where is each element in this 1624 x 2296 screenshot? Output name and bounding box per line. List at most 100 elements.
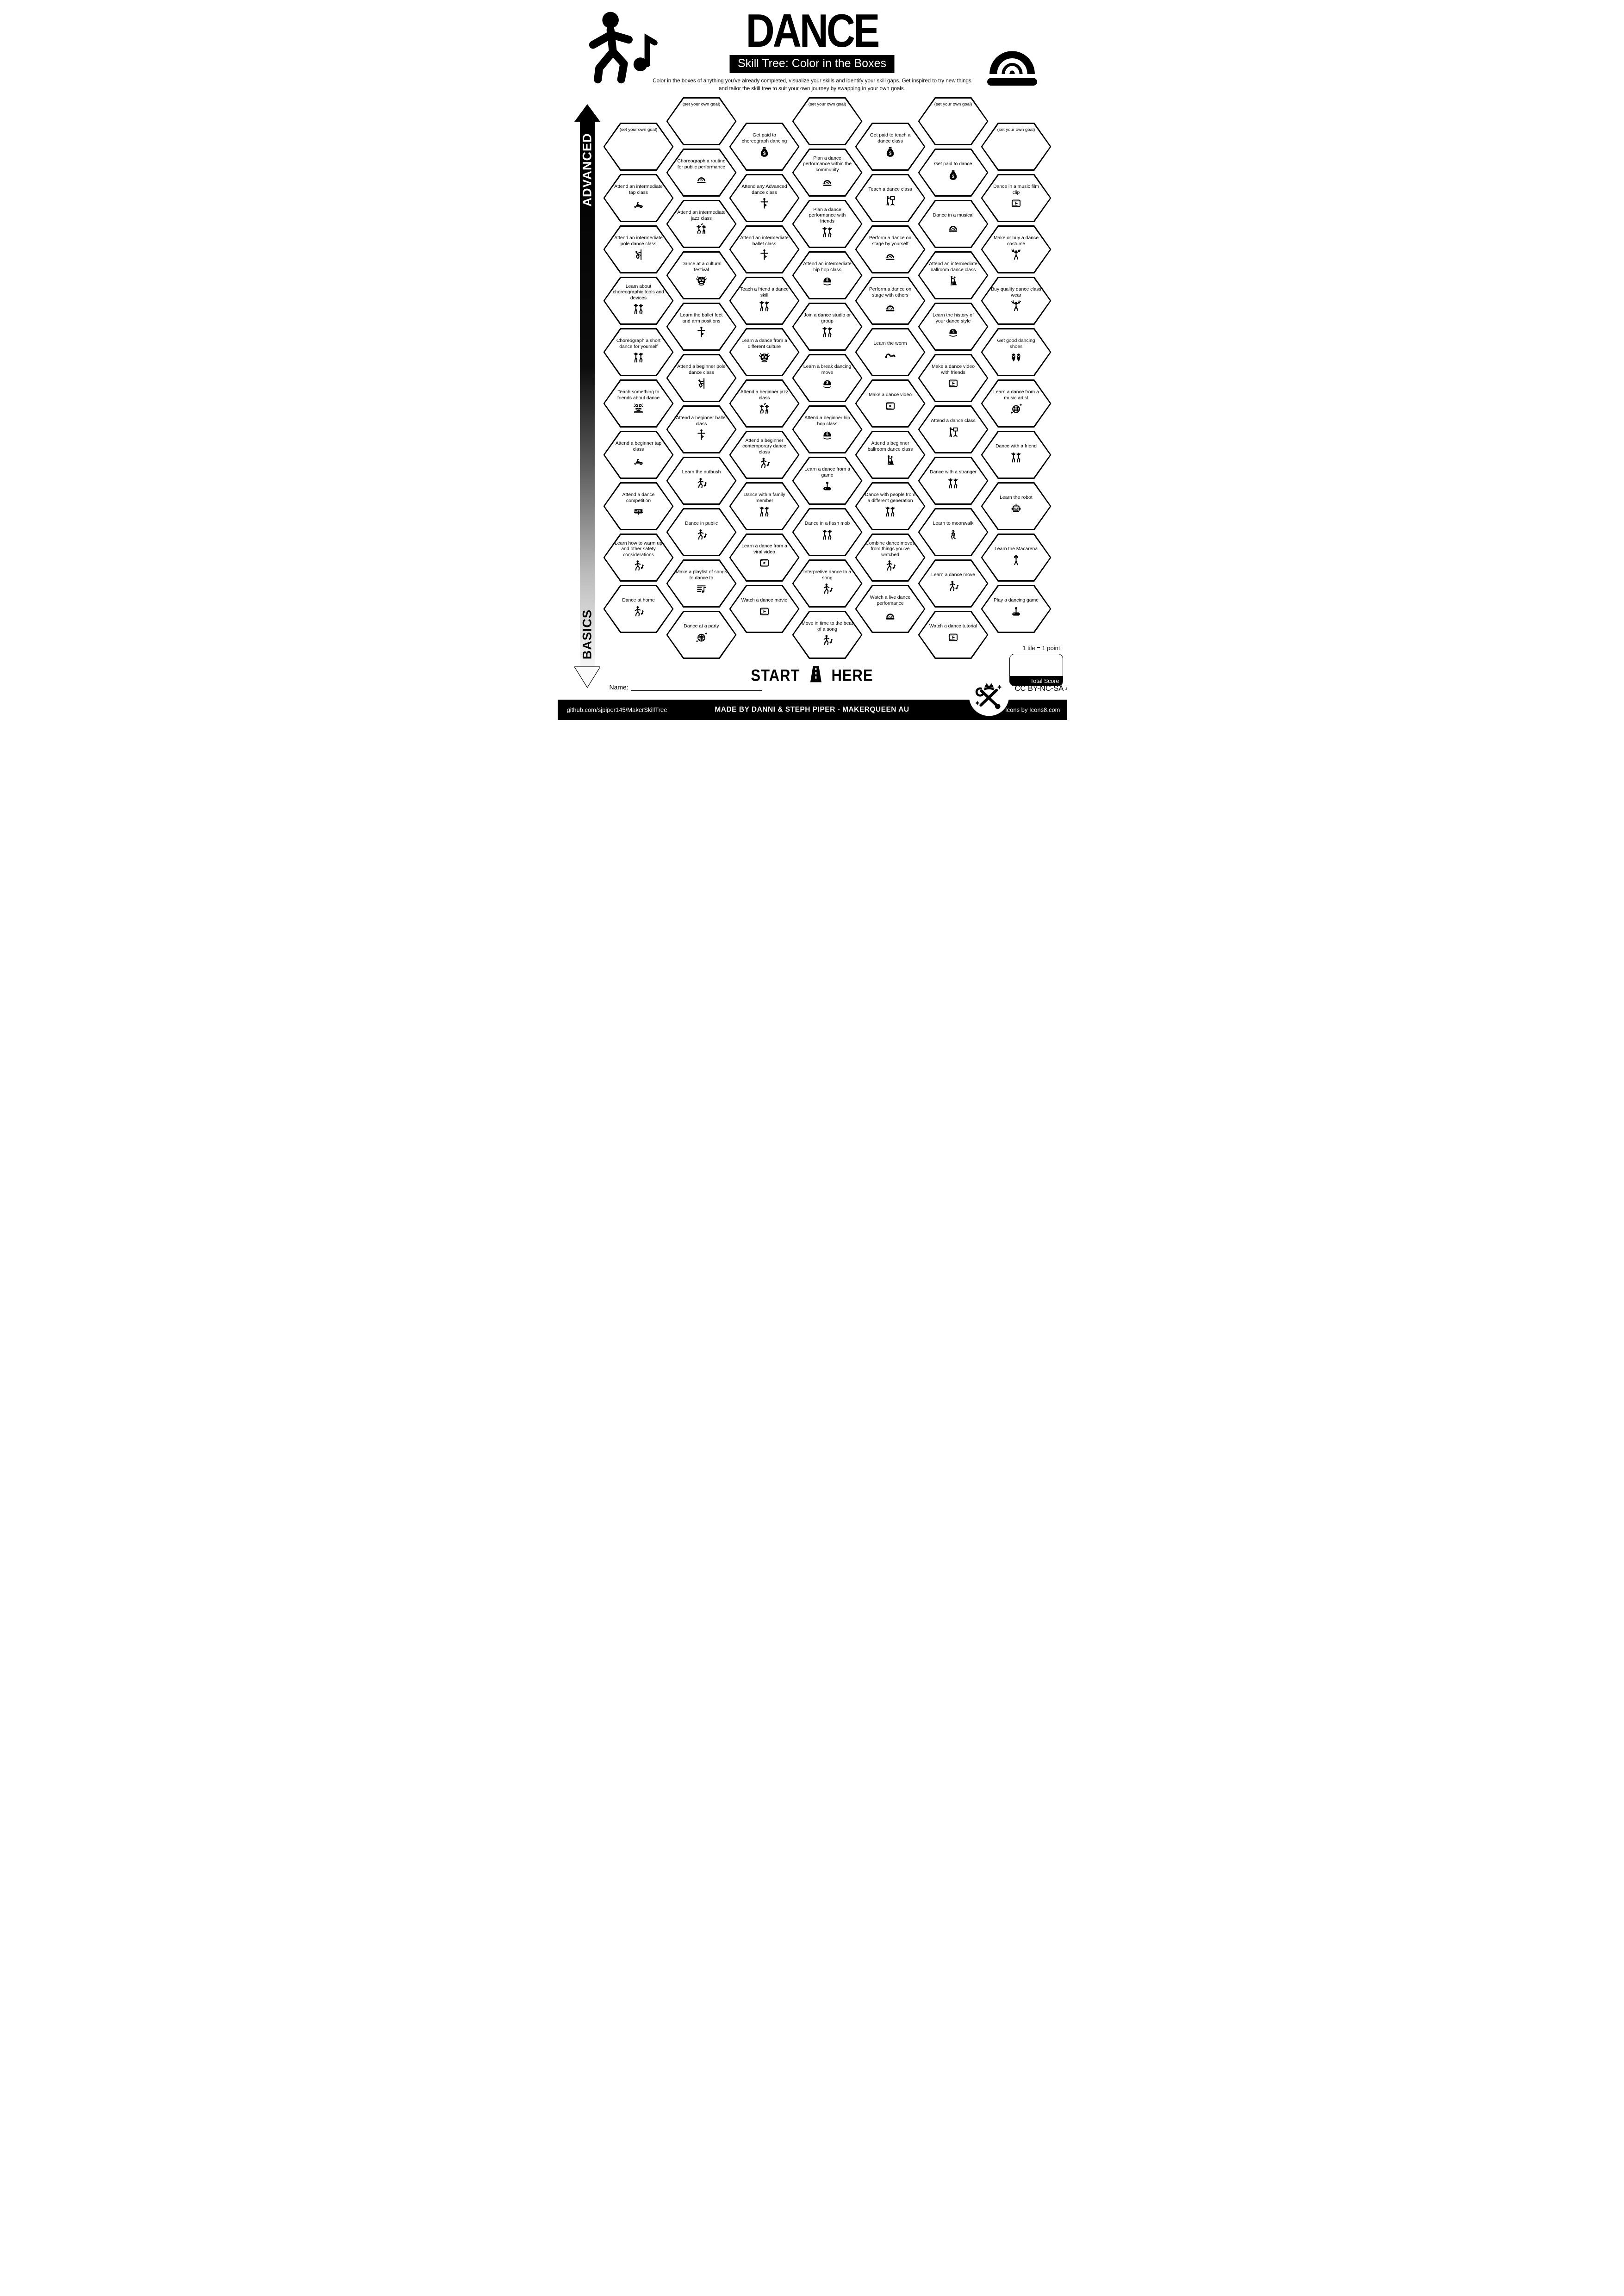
skill-tile[interactable]: Watch a live dance performance <box>855 585 926 633</box>
skill-tile[interactable]: Attend a beginner ballroom dance class <box>855 431 926 479</box>
skill-tile[interactable]: Attend a beginner hip hop class $ <box>792 405 863 453</box>
skill-tile[interactable]: Dance at home <box>603 585 674 633</box>
skill-tile[interactable]: Attend an intermediate tap class <box>603 174 674 222</box>
hex-content: Learn the history of your dance style $ <box>920 304 987 349</box>
skill-tile[interactable]: Learn a dance from a music artist <box>981 379 1052 428</box>
skill-tile[interactable]: Perform a dance on stage with others <box>855 277 926 325</box>
hex-fill <box>604 278 672 323</box>
goal-tile[interactable]: (set your own goal) <box>981 123 1052 171</box>
skill-tile[interactable]: Plan a dance performance within the comm… <box>792 149 863 197</box>
skill-tile[interactable]: Attend an intermediate ballet class <box>729 225 800 273</box>
skill-tile[interactable]: Dance at a party <box>666 611 737 659</box>
skill-tile[interactable]: Interpretive dance to a song <box>792 559 863 608</box>
skill-tile-label: Plan a dance performance with friends <box>809 207 846 224</box>
hex-content: Plan a dance performance with friends <box>794 201 861 247</box>
hex-content: Teach something to friends about dance <box>605 381 672 426</box>
goal-tile[interactable]: (set your own goal) <box>666 97 737 145</box>
skill-tile[interactable]: Get paid to teach a dance class $ <box>855 123 926 171</box>
skill-tile-label: (set your own goal) <box>808 102 846 107</box>
skill-tile[interactable]: Learn how to warm up and other safety co… <box>603 534 674 582</box>
total-score-box[interactable]: Total Score <box>1009 654 1063 686</box>
skill-tile[interactable]: Attend any Advanced dance class <box>729 174 800 222</box>
skill-tile[interactable]: Dance in a flash mob <box>792 508 863 556</box>
skill-tile[interactable]: Dance with a family member <box>729 482 800 530</box>
goal-tile[interactable]: (set your own goal) <box>792 97 863 145</box>
skill-tile[interactable]: Attend a beginner ballet class <box>666 405 737 453</box>
skill-tile[interactable]: Dance in a music film clip <box>981 174 1052 222</box>
skill-tile-label: Attend a beginner tap class <box>615 441 662 452</box>
skill-tile[interactable]: Buy quality dance class wear <box>981 277 1052 325</box>
skill-tile[interactable]: Learn a dance from a viral video <box>729 534 800 582</box>
skill-tile-label: Teach a friend a dance skill <box>740 287 789 298</box>
skill-tile[interactable]: Learn the ballet feet and arm positions <box>666 303 737 351</box>
skill-tile-label: Make a dance video with friends <box>932 364 975 375</box>
skill-tile[interactable]: Learn the robot <box>981 482 1052 530</box>
skill-tile[interactable]: Get paid to dance $ <box>918 149 989 197</box>
footer-repo-link[interactable]: github.com/sjpiper145/MakerSkillTree <box>566 706 667 714</box>
skill-tile[interactable]: Teach a dance class <box>855 174 926 222</box>
road-icon <box>806 664 825 687</box>
hex-content: Attend an intermediate pole dance class <box>605 227 672 272</box>
skill-tile[interactable]: Learn the worm <box>855 328 926 376</box>
skill-tile-label: Make a playlist of songs to dance to <box>676 570 727 581</box>
skill-tile[interactable]: Play a dancing game <box>981 585 1052 633</box>
skill-tile-label: Choreograph a routine for public perform… <box>677 159 726 170</box>
skill-tile[interactable]: Make or buy a dance costume <box>981 225 1052 273</box>
dancers-icon <box>884 505 896 520</box>
skill-tile[interactable]: Learn to moonwalk <box>918 508 989 556</box>
skill-tile[interactable]: Learn a dance from a game <box>792 457 863 505</box>
skill-tile-label: Play a dancing game <box>993 598 1039 603</box>
skill-tile[interactable]: Dance with a friend <box>981 431 1052 479</box>
skill-tile[interactable]: Learn a dance move <box>918 559 989 608</box>
skill-tile[interactable]: Learn the nutbush <box>666 457 737 505</box>
skill-tile[interactable]: Attend a dance competition BATTLE <box>603 482 674 530</box>
skill-tile[interactable]: Attend a beginner jazz class <box>729 379 800 428</box>
footer-icons-credit: Icons by Icons8.com <box>1005 706 1060 714</box>
skill-tile[interactable]: Attend an intermediate ballroom dance cl… <box>918 251 989 299</box>
skill-tile-label: (set your own goal) <box>997 127 1035 132</box>
skill-tile[interactable]: Dance with a stranger <box>918 457 989 505</box>
skill-tile[interactable]: Learn the history of your dance style $ <box>918 303 989 351</box>
skill-tile[interactable]: Make a dance video with friends <box>918 354 989 402</box>
skill-tile[interactable]: Join a dance studio or group <box>792 303 863 351</box>
skill-tile[interactable]: Learn a break dancing move $ <box>792 354 863 402</box>
hex-content: Perform a dance on stage with others <box>857 278 924 323</box>
skill-tile[interactable]: Attend an intermediate pole dance class <box>603 225 674 273</box>
skill-tile[interactable]: Perform a dance on stage by yourself <box>855 225 926 273</box>
skill-tile[interactable]: Attend a beginner contemporary dance cla… <box>729 431 800 479</box>
skill-tile[interactable]: Learn the Macarena <box>981 534 1052 582</box>
skill-tile[interactable]: Choreograph a routine for public perform… <box>666 149 737 197</box>
skill-tile[interactable]: Move in time to the beat of a song <box>792 611 863 659</box>
name-input-line[interactable] <box>631 683 762 691</box>
skill-tile[interactable]: Choreograph a short dance for yourself <box>603 328 674 376</box>
tap-shoe-icon <box>632 197 645 212</box>
skill-tile[interactable]: Watch a dance movie <box>729 585 800 633</box>
skill-tile[interactable]: Teach a friend a dance skill <box>729 277 800 325</box>
skill-tile[interactable]: Attend a beginner pole dance class <box>666 354 737 402</box>
skill-tile[interactable]: Dance with people from a different gener… <box>855 482 926 530</box>
skill-tile[interactable]: Dance in a musical <box>918 200 989 248</box>
hex-content: Attend an intermediate hip hop class $ <box>794 253 861 298</box>
skill-tile[interactable]: Attend an intermediate jazz class <box>666 200 737 248</box>
skill-tile[interactable]: Get good dancing shoes <box>981 328 1052 376</box>
skill-tile[interactable]: Attend a dance class <box>918 405 989 453</box>
skill-tile[interactable]: Make a dance video <box>855 379 926 428</box>
hex-content: Dance with people from a different gener… <box>857 484 924 529</box>
skill-tile[interactable]: Watch a dance tutorial <box>918 611 989 659</box>
skill-tile[interactable]: Get paid to choreograph dancing $ <box>729 123 800 171</box>
skill-tile[interactable]: Attend a beginner tap class <box>603 431 674 479</box>
skill-tile[interactable]: Learn about choreographic tools and devi… <box>603 277 674 325</box>
skill-tile[interactable]: Dance at a cultural festival <box>666 251 737 299</box>
stage-icon <box>884 300 896 315</box>
goal-tile[interactable]: (set your own goal) <box>918 97 989 145</box>
skill-tile[interactable]: Plan a dance performance with friends <box>792 200 863 248</box>
skill-tile[interactable]: Combine dance moves from things you've w… <box>855 534 926 582</box>
skill-tile[interactable]: Teach something to friends about dance <box>603 379 674 428</box>
dancer-icon <box>821 634 834 649</box>
macarena-icon <box>1010 554 1022 569</box>
goal-tile[interactable]: (set your own goal) <box>603 123 674 171</box>
skill-tile[interactable]: Learn a dance from a different culture <box>729 328 800 376</box>
skill-tile[interactable]: Make a playlist of songs to dance to <box>666 559 737 608</box>
skill-tile[interactable]: Attend an intermediate hip hop class $ <box>792 251 863 299</box>
skill-tile[interactable]: Dance in public <box>666 508 737 556</box>
